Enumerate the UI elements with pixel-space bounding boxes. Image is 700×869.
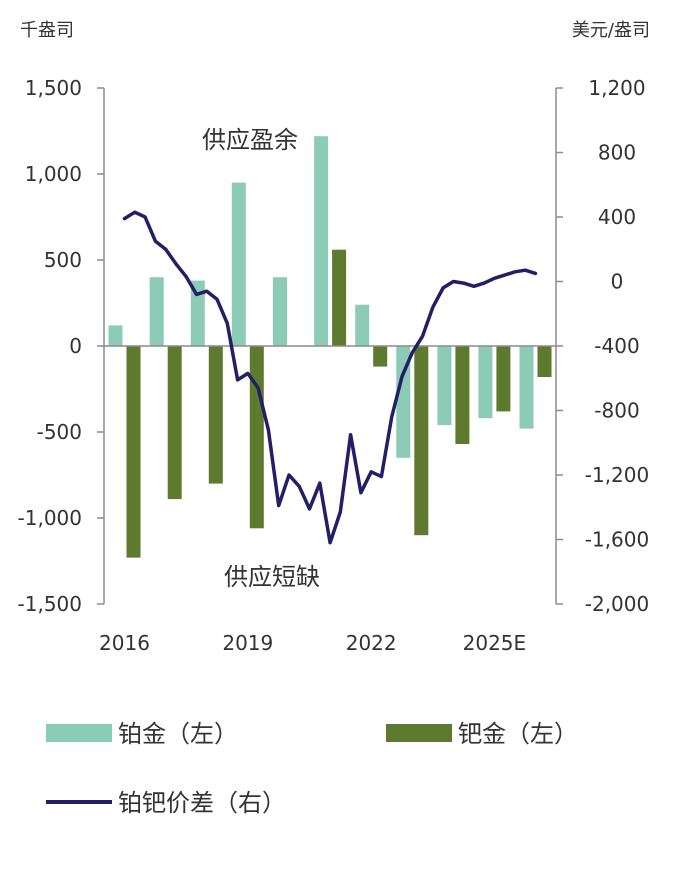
bar-palladium-2026E [537,346,552,377]
right-tick-label-3: 0 [611,270,624,294]
legend-label-platinum: 铂金（左） [118,720,238,748]
bar-platinum-2026E [519,346,534,429]
bar-platinum-2023 [396,346,411,458]
left-tick-label-6: -1,500 [18,592,82,616]
bar-palladium-2016 [126,346,141,558]
left-tick-label-4: -500 [37,420,82,444]
bar-platinum-2022 [355,304,370,346]
bar-palladium-2024 [455,346,470,444]
bar-palladium-2018 [208,346,223,484]
right-tick-label-5: -800 [594,399,639,423]
bar-platinum-2025E [478,346,493,419]
right-tick-label-4: -400 [594,334,639,358]
bar-palladium-2017 [167,346,182,500]
left-tick-label-5: -1,000 [18,506,82,530]
bar-palladium-2019 [249,346,264,529]
x-tick-label-2: 2022 [346,631,397,655]
right-tick-label-2: 400 [598,205,636,229]
x-tick-label-0: 2016 [99,631,150,655]
bar-palladium-2025E [496,346,511,412]
line-spread-series [122,210,538,545]
x-tick-label-1: 2019 [222,631,273,655]
right-tick-label-1: 800 [598,141,636,165]
legend: 铂金（左） 钯金（左） 铂钯价差（右） [46,720,578,817]
left-tick-label-3: 0 [69,334,82,358]
bar-platinum-2024 [437,346,452,426]
left-tick-label-0: 1,500 [25,76,82,100]
bar-palladium-2021 [332,249,347,346]
legend-label-spread: 铂钯价差（右） [118,789,286,817]
right-tick-label-7: -1,600 [585,528,649,552]
left-tick-label-1: 1,000 [25,162,82,186]
bar-palladium-2023 [414,346,429,536]
right-axis-unit: 美元/盎司 [572,20,650,41]
left-axis-unit: 千盎司 [20,20,74,41]
bar-platinum-2021 [314,136,329,346]
line-layer [122,210,538,545]
bars-layer [108,136,552,558]
right-tick-label-6: -1,200 [585,463,649,487]
bar-platinum-2016 [108,325,123,346]
bar-platinum-2017 [149,277,164,346]
bar-platinum-2020 [273,277,287,346]
right-tick-label-8: -2,000 [585,592,649,616]
annotation-surplus: 供应盈余 [202,126,298,154]
left-tick-label-2: 500 [44,248,82,272]
x-tick-label-3: 2025E [463,631,527,655]
bar-platinum-2019 [231,182,246,346]
legend-label-palladium: 钯金（左） [458,720,578,748]
legend-swatch-platinum [46,724,112,742]
bar-platinum-2018 [190,280,205,346]
annotation-deficit: 供应短缺 [224,563,320,591]
legend-swatch-palladium [386,724,452,742]
axes-layer: 1,500 1,000 500 0 -500 -1,000 -1,500 1,200 800 40… [18,76,650,655]
bar-palladium-2022 [373,346,388,367]
right-tick-label-0: 1,200 [588,76,645,100]
